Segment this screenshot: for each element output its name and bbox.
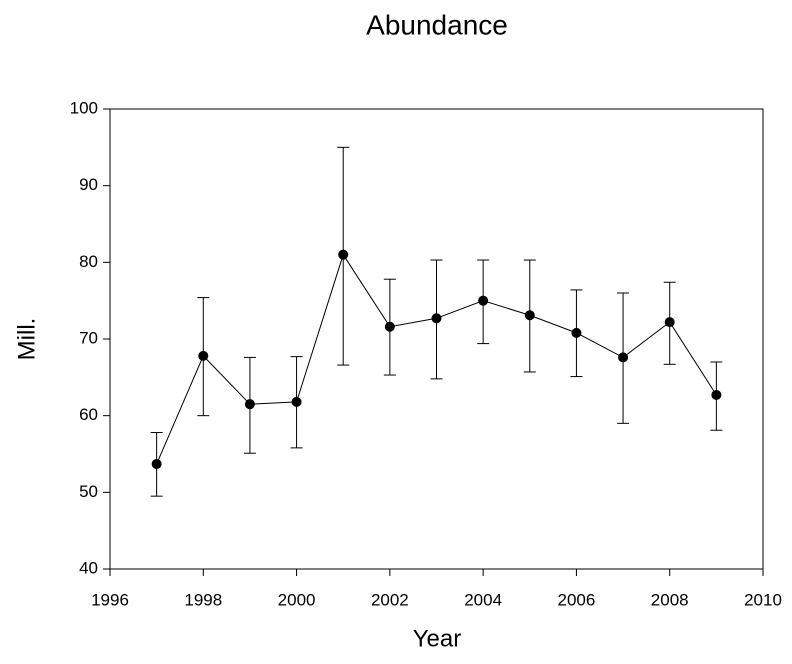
y-tick-label: 90 [79,175,98,194]
y-tick-label: 70 [79,328,98,347]
data-point [244,399,255,410]
data-point [711,389,722,400]
data-point [151,458,162,469]
data-point [198,350,209,361]
y-tick-label: 40 [79,558,98,577]
x-tick-label: 1996 [91,590,129,609]
y-tick-label: 80 [79,252,98,271]
chart-title: Abundance [366,9,508,40]
x-tick-label: 2006 [558,590,596,609]
data-point [291,396,302,407]
data-point [524,310,535,321]
x-tick-label: 2010 [744,590,782,609]
x-tick-label: 2002 [371,590,409,609]
y-tick-label: 60 [79,405,98,424]
data-point [571,327,582,338]
data-point [478,295,489,306]
y-tick-label: 50 [79,482,98,501]
data-point [338,249,349,260]
data-point [664,317,675,328]
x-tick-label: 2000 [278,590,316,609]
x-tick-label: 2008 [651,590,689,609]
data-point [384,321,395,332]
x-tick-label: 2004 [464,590,502,609]
y-axis-label: Mill. [13,318,40,361]
x-tick-label: 1998 [184,590,222,609]
data-point [618,352,629,363]
y-tick-label: 100 [70,98,98,117]
x-axis-label: Year [413,625,462,652]
data-point [431,313,442,324]
